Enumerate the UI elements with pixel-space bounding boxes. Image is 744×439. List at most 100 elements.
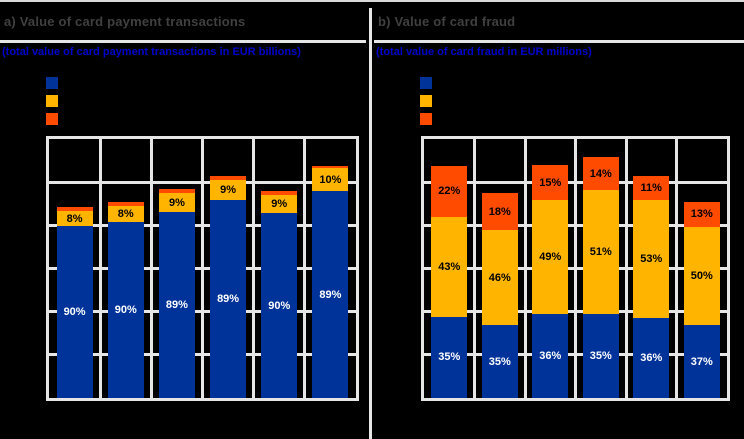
bar-segment-label: 51% xyxy=(589,245,612,258)
bar-segment-label: 10% xyxy=(319,173,342,186)
bar-segment-label: 37% xyxy=(690,355,713,368)
bar-segment-amber: 9% xyxy=(261,194,298,214)
bar-segment-orange: 14% xyxy=(582,156,619,191)
panel-b: b) Value of card fraud (total value of c… xyxy=(374,0,744,439)
panel-b-subtitle: (total value of card fraud in EUR millio… xyxy=(376,46,592,58)
stacked-bar: 89% 10% xyxy=(312,165,349,398)
bar-segment-label: 8% xyxy=(66,212,83,225)
bar-segment-orange xyxy=(56,207,93,212)
bar-segment-blue: 90% xyxy=(107,221,144,398)
bar-segment-amber: 8% xyxy=(56,211,93,227)
bar-segment-label: 89% xyxy=(165,299,188,312)
bar-segment-orange xyxy=(210,175,247,180)
stacked-bar: 89% 9% xyxy=(158,189,195,398)
bar-segment-label: 9% xyxy=(220,184,237,196)
gridline-horizontal xyxy=(424,223,727,227)
gridline-horizontal xyxy=(49,180,356,184)
bar-segment-blue: 90% xyxy=(56,226,93,398)
stacked-bar: 36% 53% 11% xyxy=(633,175,670,398)
bar-segment-blue: 89% xyxy=(158,212,195,398)
bar-segment-label: 53% xyxy=(640,252,663,265)
bar-segment-label: 11% xyxy=(640,181,662,194)
stacked-bar: 35% 43% 22% xyxy=(431,165,468,398)
gridline-horizontal xyxy=(424,180,727,184)
bar-segment-blue: 89% xyxy=(210,200,247,398)
bar-segment-orange xyxy=(261,190,298,195)
gridline-horizontal xyxy=(424,310,727,314)
bar-segment-label: 89% xyxy=(217,293,240,305)
panel-a-title-rule xyxy=(0,40,366,43)
bar-segment-label: 9% xyxy=(168,196,185,209)
bar-segment-label: 35% xyxy=(589,349,612,362)
panel-b-legend xyxy=(420,77,432,125)
legend-swatch-blue xyxy=(420,77,432,89)
stacked-bar: 90% 8% xyxy=(56,207,93,398)
bar-segment-label: 15% xyxy=(539,176,562,189)
legend-swatch-blue xyxy=(46,77,58,89)
bar-segment-amber: 9% xyxy=(210,180,247,201)
bar-segment-orange xyxy=(158,189,195,194)
stacked-bar: 35% 51% 14% xyxy=(582,156,619,398)
gridline-horizontal xyxy=(49,310,356,314)
bar-segment-blue: 35% xyxy=(431,316,468,398)
bar-segment-amber: 50% xyxy=(683,227,720,326)
bar-segment-amber: 8% xyxy=(107,206,144,222)
bar-segment-amber: 43% xyxy=(431,216,468,317)
bar-segment-label: 90% xyxy=(268,299,291,312)
stacked-bar: 90% 9% xyxy=(261,190,298,398)
gridline-horizontal xyxy=(424,353,727,357)
bar-segment-label: 90% xyxy=(114,303,137,316)
bar-segment-label: 49% xyxy=(539,251,562,264)
bar-segment-label: 8% xyxy=(117,207,134,220)
legend-swatch-amber xyxy=(420,95,432,107)
bar-segment-label: 14% xyxy=(589,167,612,180)
bar-segment-orange: 15% xyxy=(532,165,569,201)
bar-segment-orange: 11% xyxy=(633,175,670,201)
bar-segment-orange: 22% xyxy=(431,165,468,217)
bar-segment-blue: 35% xyxy=(481,325,518,398)
bar-segment-orange xyxy=(107,202,144,207)
bar-segment-blue: 35% xyxy=(582,313,619,398)
bar-segment-label: 36% xyxy=(640,351,663,364)
bar-segment-amber: 46% xyxy=(481,230,518,326)
bar-segment-label: 13% xyxy=(690,208,713,221)
bar-segment-blue: 90% xyxy=(261,213,298,398)
bar-segment-label: 35% xyxy=(438,351,461,364)
gridline-horizontal xyxy=(49,353,356,357)
panel-a-subtitle: (total value of card payment transaction… xyxy=(2,46,301,58)
bar-segment-orange: 13% xyxy=(683,201,720,228)
legend-swatch-amber xyxy=(46,95,58,107)
bar-segment-orange: 18% xyxy=(481,192,518,231)
panel-a-legend xyxy=(46,77,58,125)
bar-segment-amber: 10% xyxy=(312,168,349,192)
bar-segment-blue: 89% xyxy=(312,191,349,398)
bar-segment-blue: 36% xyxy=(532,314,569,398)
panel-b-title: b) Value of card fraud xyxy=(378,14,516,29)
stacked-bar: 35% 46% 18% xyxy=(481,192,518,398)
figure-top-border xyxy=(0,0,744,2)
legend-swatch-orange xyxy=(420,113,432,125)
bar-segment-blue: 36% xyxy=(633,317,670,398)
panel-a: a) Value of card payment transactions (t… xyxy=(0,0,366,439)
stacked-bar: 90% 8% xyxy=(107,202,144,398)
panel-divider xyxy=(369,8,372,439)
panel-b-plot: 35% 43% 22% 35% 46% 18% 36% 49% 15% 35% 51% 14% 36% 5… xyxy=(421,136,730,401)
bar-segment-label: 46% xyxy=(488,271,511,284)
stacked-bar: 36% 49% 15% xyxy=(532,165,569,398)
bar-segment-label: 35% xyxy=(488,355,511,368)
bar-segment-amber: 53% xyxy=(633,200,670,318)
bar-segment-orange xyxy=(312,165,349,169)
stacked-bar: 89% 9% xyxy=(210,175,247,398)
bar-segment-amber: 51% xyxy=(582,190,619,314)
gridline-horizontal xyxy=(424,267,727,270)
bar-segment-label: 90% xyxy=(63,306,86,319)
legend-swatch-orange xyxy=(46,113,58,125)
bar-segment-label: 36% xyxy=(539,350,562,363)
bar-segment-label: 22% xyxy=(438,185,461,198)
panel-a-plot: 90% 8% 90% 8% 89% 9% 89% 9% 90% 9% 89% 10% xyxy=(46,136,359,401)
bar-segment-blue: 37% xyxy=(683,325,720,398)
bar-segment-label: 18% xyxy=(488,205,511,218)
bar-segment-amber: 49% xyxy=(532,200,569,315)
panel-a-title: a) Value of card payment transactions xyxy=(4,14,246,29)
